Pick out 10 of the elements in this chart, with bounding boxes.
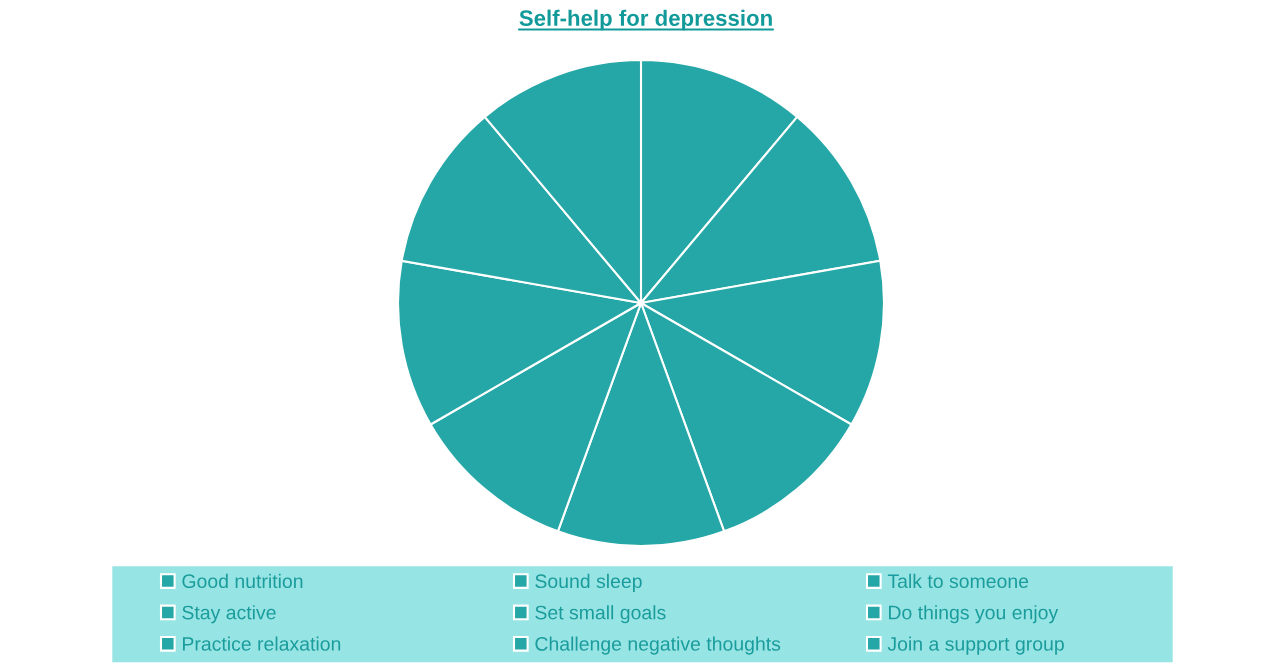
legend-label: Set small goals — [535, 605, 666, 624]
legend-label: Challenge negative thoughts — [535, 636, 781, 655]
legend-label: Stay active — [182, 605, 276, 624]
legend-label: Do things you enjoy — [889, 605, 1059, 624]
legend-label: Join a support group — [887, 636, 1064, 655]
legend-label: Sound sleep — [535, 573, 642, 592]
legend-label: Talk to someone — [887, 573, 1029, 589]
legend-label: Practice relaxation — [183, 636, 341, 651]
chart-title: Self-help for depression — [519, 9, 772, 31]
legend-label: Good nutrition — [182, 573, 303, 589]
